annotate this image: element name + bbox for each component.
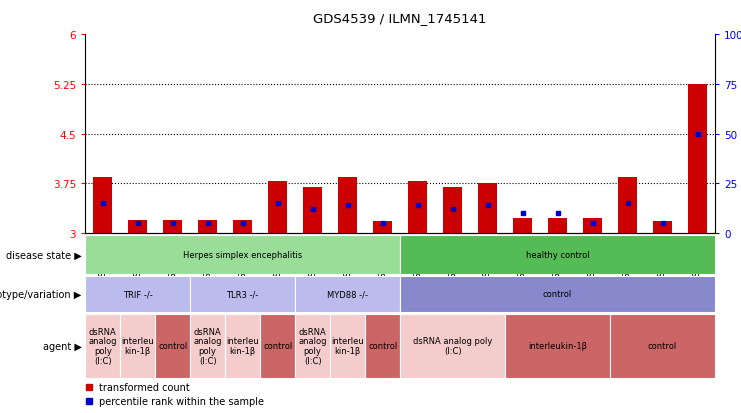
Bar (198, 220, 217, 233)
Text: percentile rank within the sample: percentile rank within the sample (99, 396, 264, 406)
Bar (548, 219, 567, 233)
Bar (85, 314, 120, 378)
Text: control: control (543, 290, 572, 299)
Bar (373, 221, 392, 233)
Text: dsRNA
analog
poly
(I:C): dsRNA analog poly (I:C) (299, 327, 327, 365)
Bar (93, 177, 113, 233)
Bar (303, 187, 322, 233)
Text: healthy control: healthy control (526, 251, 589, 259)
Bar (260, 314, 295, 378)
Bar (653, 221, 672, 233)
Text: interleukin-1β: interleukin-1β (528, 342, 587, 350)
Bar (155, 314, 190, 378)
Bar (338, 177, 357, 233)
Bar (120, 314, 155, 378)
Text: MYD88 -/-: MYD88 -/- (328, 290, 368, 299)
Bar (400, 235, 715, 275)
Text: disease state ▶: disease state ▶ (6, 250, 82, 260)
Bar (163, 220, 182, 233)
Bar (365, 314, 400, 378)
Text: dsRNA analog poly
(I:C): dsRNA analog poly (I:C) (413, 337, 492, 355)
Text: GDS4539 / ILMN_1745141: GDS4539 / ILMN_1745141 (313, 12, 487, 25)
Bar (583, 219, 602, 233)
Text: genotype/variation ▶: genotype/variation ▶ (0, 289, 82, 299)
Bar (295, 277, 400, 312)
Bar (233, 220, 252, 233)
Text: control: control (368, 342, 397, 350)
Bar (190, 314, 225, 378)
Bar (513, 219, 532, 233)
Bar (330, 314, 365, 378)
Text: control: control (648, 342, 677, 350)
Text: interleu
kin-1β: interleu kin-1β (122, 337, 154, 355)
Bar (400, 277, 715, 312)
Bar (478, 183, 497, 233)
Text: Herpes simplex encephalitis: Herpes simplex encephalitis (183, 251, 302, 259)
Text: transformed count: transformed count (99, 382, 190, 392)
Bar (505, 314, 610, 378)
Bar (408, 182, 428, 233)
Bar (225, 314, 260, 378)
Bar (268, 182, 288, 233)
Text: control: control (263, 342, 292, 350)
Bar (610, 314, 715, 378)
Text: interleu
kin-1β: interleu kin-1β (331, 337, 364, 355)
Bar (295, 314, 330, 378)
Text: control: control (158, 342, 187, 350)
Bar (400, 314, 505, 378)
Text: dsRNA
analog
poly
(I:C): dsRNA analog poly (I:C) (193, 327, 222, 365)
Text: TRIF -/-: TRIF -/- (123, 290, 153, 299)
Text: agent ▶: agent ▶ (43, 341, 82, 351)
Text: dsRNA
analog
poly
(I:C): dsRNA analog poly (I:C) (88, 327, 117, 365)
Bar (443, 187, 462, 233)
Text: TLR3 -/-: TLR3 -/- (227, 290, 259, 299)
Text: interleu
kin-1β: interleu kin-1β (226, 337, 259, 355)
Bar (190, 277, 295, 312)
Bar (618, 177, 637, 233)
Bar (85, 277, 190, 312)
Bar (128, 220, 147, 233)
Bar (688, 85, 707, 233)
Bar (85, 235, 400, 275)
